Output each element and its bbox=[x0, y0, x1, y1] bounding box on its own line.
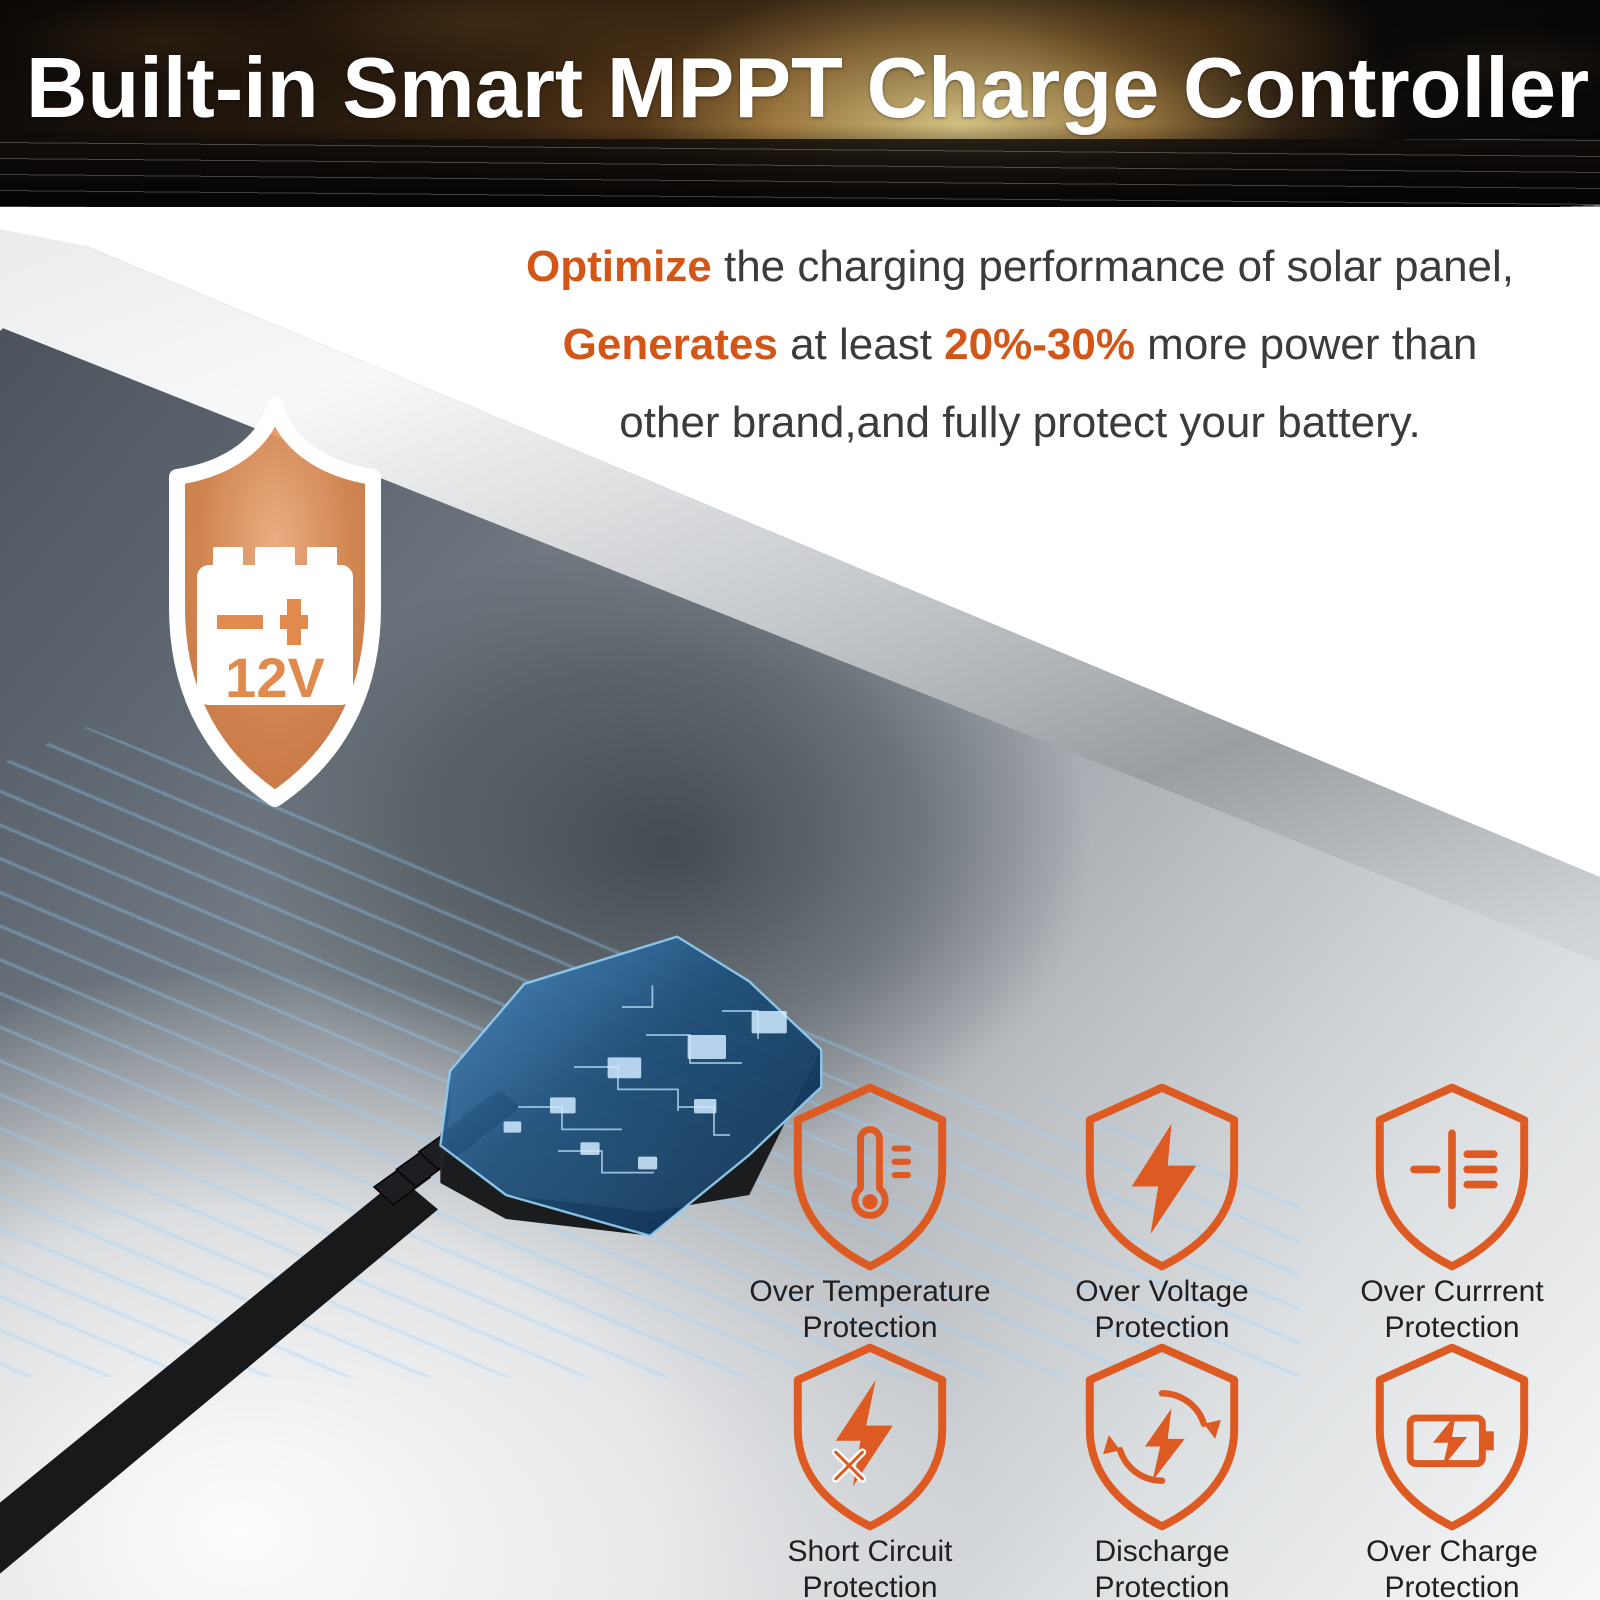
svg-text:12V: 12V bbox=[225, 646, 325, 709]
